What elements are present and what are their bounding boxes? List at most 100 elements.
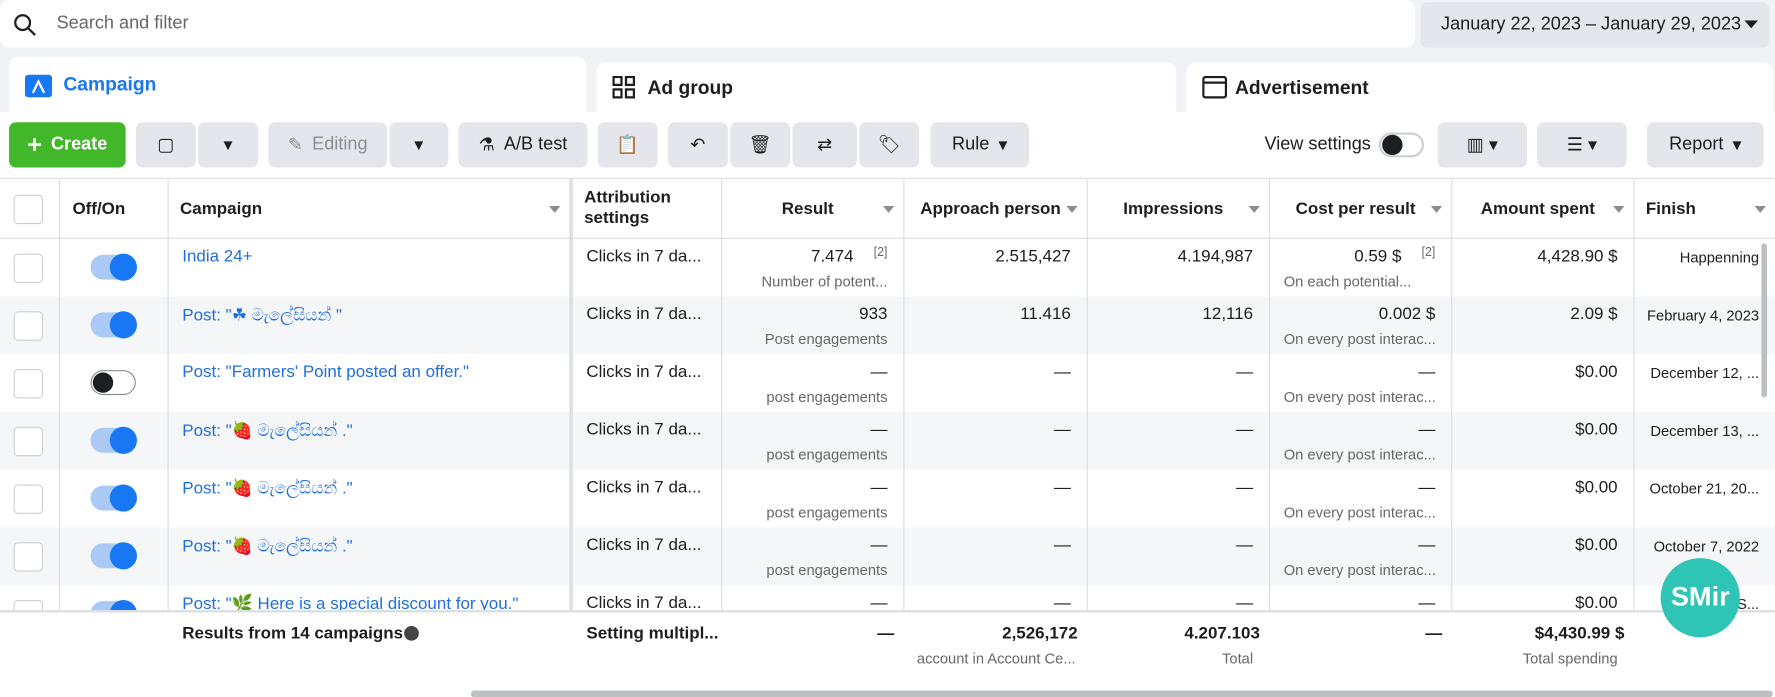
toggle[interactable] <box>90 253 137 281</box>
header[interactable]: Amount spent <box>1480 199 1595 219</box>
footer-sub: Total <box>1222 649 1254 667</box>
cell-cost: — <box>1418 362 1436 382</box>
edit-button[interactable]: ✎ Editing <box>268 122 388 168</box>
toggle-knob <box>109 484 137 512</box>
ab-test-button[interactable]: ⚗ A/B test <box>458 122 588 168</box>
tab-label: Campaign <box>63 73 157 96</box>
header[interactable]: Impressions <box>1123 199 1224 219</box>
cell-note: [2] <box>1421 245 1436 260</box>
cell-campaign[interactable]: Post: "☘ මැලේසියන් " <box>182 305 343 325</box>
cell-sub: On each potential... <box>1283 272 1412 290</box>
cell-cost: 0.59 $ <box>1354 246 1402 267</box>
cell-impressions: 12,116 <box>1202 304 1254 324</box>
cell-campaign[interactable]: Post: "Farmers' Point posted an offer." <box>182 362 470 382</box>
checkbox[interactable] <box>13 311 44 341</box>
column-divider <box>58 178 60 691</box>
sort-caret <box>1248 206 1260 213</box>
search-icon <box>14 14 36 36</box>
cell-sub: post engagements <box>766 561 888 579</box>
tab-icon <box>1202 75 1228 99</box>
footer-sub: account in Account Ce... <box>916 649 1076 667</box>
header[interactable]: Approach person <box>920 199 1061 219</box>
column-divider <box>1451 178 1453 691</box>
header[interactable]: Result <box>781 199 834 219</box>
undo-button[interactable]: ↶ <box>667 122 728 168</box>
cell-attribution: Clicks in 7 da... <box>586 419 702 440</box>
checkbox[interactable] <box>13 369 44 399</box>
view-settings-toggle[interactable] <box>1378 132 1425 158</box>
footer-approach: 2,526,172 <box>1002 623 1078 643</box>
cell-impressions: — <box>1236 477 1254 497</box>
header: Off/On <box>72 199 126 219</box>
tab-label: Advertisement <box>1235 76 1369 99</box>
duplicate-button[interactable]: ▢ <box>135 122 196 168</box>
tab-icon <box>612 75 636 99</box>
toggle[interactable] <box>90 370 136 396</box>
checkbox[interactable] <box>13 426 44 457</box>
cell-sub: post engagements <box>766 388 888 406</box>
tab[interactable]: Ad group <box>596 62 1177 114</box>
cell-approach: 2.515,427 <box>995 246 1071 267</box>
tab-icon <box>24 74 53 98</box>
toggle[interactable] <box>90 426 137 454</box>
cell-approach: 11.416 <box>1020 304 1071 324</box>
cell-amount: $0.00 <box>1575 477 1618 497</box>
checkbox[interactable] <box>13 253 44 283</box>
cell-amount: $0.00 <box>1575 593 1618 611</box>
cell-note: [2] <box>873 245 888 260</box>
date-picker[interactable]: January 22, 2023 – January 29, 2023 <box>1420 2 1770 48</box>
row <box>0 412 1775 470</box>
cell-result: — <box>870 362 888 382</box>
cell-campaign[interactable]: India 24+ <box>182 246 253 267</box>
breakdown-button[interactable]: ☰ ▾ <box>1537 122 1627 168</box>
columns-button[interactable]: ▥ ▾ <box>1437 122 1528 168</box>
search-box[interactable]: Search and filter <box>0 0 1415 48</box>
cell-campaign[interactable]: Post: "🍓 මැලේසියන් ." <box>182 421 353 441</box>
info-icon <box>404 625 419 641</box>
header[interactable]: Campaign <box>179 199 263 219</box>
checkbox[interactable] <box>13 484 44 514</box>
checkbox[interactable] <box>13 599 44 611</box>
cell-cost: 0.002 $ <box>1378 304 1436 324</box>
dropdown-button[interactable]: ▾ <box>389 122 449 168</box>
cell-campaign[interactable]: Post: "🌿 Here is a special discount for … <box>182 594 519 611</box>
search-placeholder: Search and filter <box>56 13 189 33</box>
header[interactable]: Finish <box>1645 199 1696 219</box>
header[interactable]: Attribution settings <box>584 187 671 228</box>
footer-campaign: Results from 14 campaigns <box>182 623 404 643</box>
checkbox[interactable] <box>13 542 44 572</box>
footer-row <box>0 610 1775 691</box>
date-range: January 22, 2023 – January 29, 2023 <box>1441 14 1742 34</box>
header[interactable]: Cost per result <box>1295 199 1416 219</box>
cell-cost: — <box>1418 535 1436 555</box>
toggle[interactable] <box>90 311 137 339</box>
cell-campaign[interactable]: Post: "🍓 මැලේසියන් ." <box>182 536 353 556</box>
edit-label: Editing <box>312 134 368 154</box>
toggle[interactable] <box>90 599 137 611</box>
create-button[interactable]: + Create <box>9 122 126 168</box>
report-button[interactable]: Report ▾ <box>1647 122 1764 168</box>
cell-campaign[interactable]: Post: "🍓 මැලේසියන් ." <box>182 478 353 499</box>
tab-label: Ad group <box>647 76 734 99</box>
sync-button[interactable]: ⇄ <box>792 122 857 168</box>
row <box>0 354 1775 413</box>
tab-active[interactable]: Campaign <box>9 56 587 116</box>
cell-sub: On every post interac... <box>1283 561 1436 579</box>
cell-impressions: 4.194,987 <box>1177 246 1254 267</box>
cell-sub: On every post interac... <box>1283 388 1436 406</box>
rule-button[interactable]: Rule ▾ <box>930 122 1029 168</box>
sort-caret <box>882 206 895 213</box>
tag-button[interactable]: 🏷 <box>859 122 920 168</box>
tab[interactable]: Advertisement <box>1186 62 1773 114</box>
toggle[interactable] <box>90 484 137 512</box>
dropdown-button[interactable]: ▾ <box>198 122 259 168</box>
cell-impressions: — <box>1236 593 1254 611</box>
clipboard-button[interactable]: 📋 <box>597 122 658 168</box>
footer-cost: — <box>1425 623 1443 643</box>
delete-button[interactable]: 🗑 <box>730 122 791 168</box>
toggle[interactable] <box>90 542 137 570</box>
checkbox[interactable] <box>13 194 44 225</box>
cell-sub: post engagements <box>766 446 888 463</box>
cell-amount: 4,428.90 $ <box>1537 246 1618 267</box>
chat-badge[interactable]: SMir <box>1660 558 1740 638</box>
